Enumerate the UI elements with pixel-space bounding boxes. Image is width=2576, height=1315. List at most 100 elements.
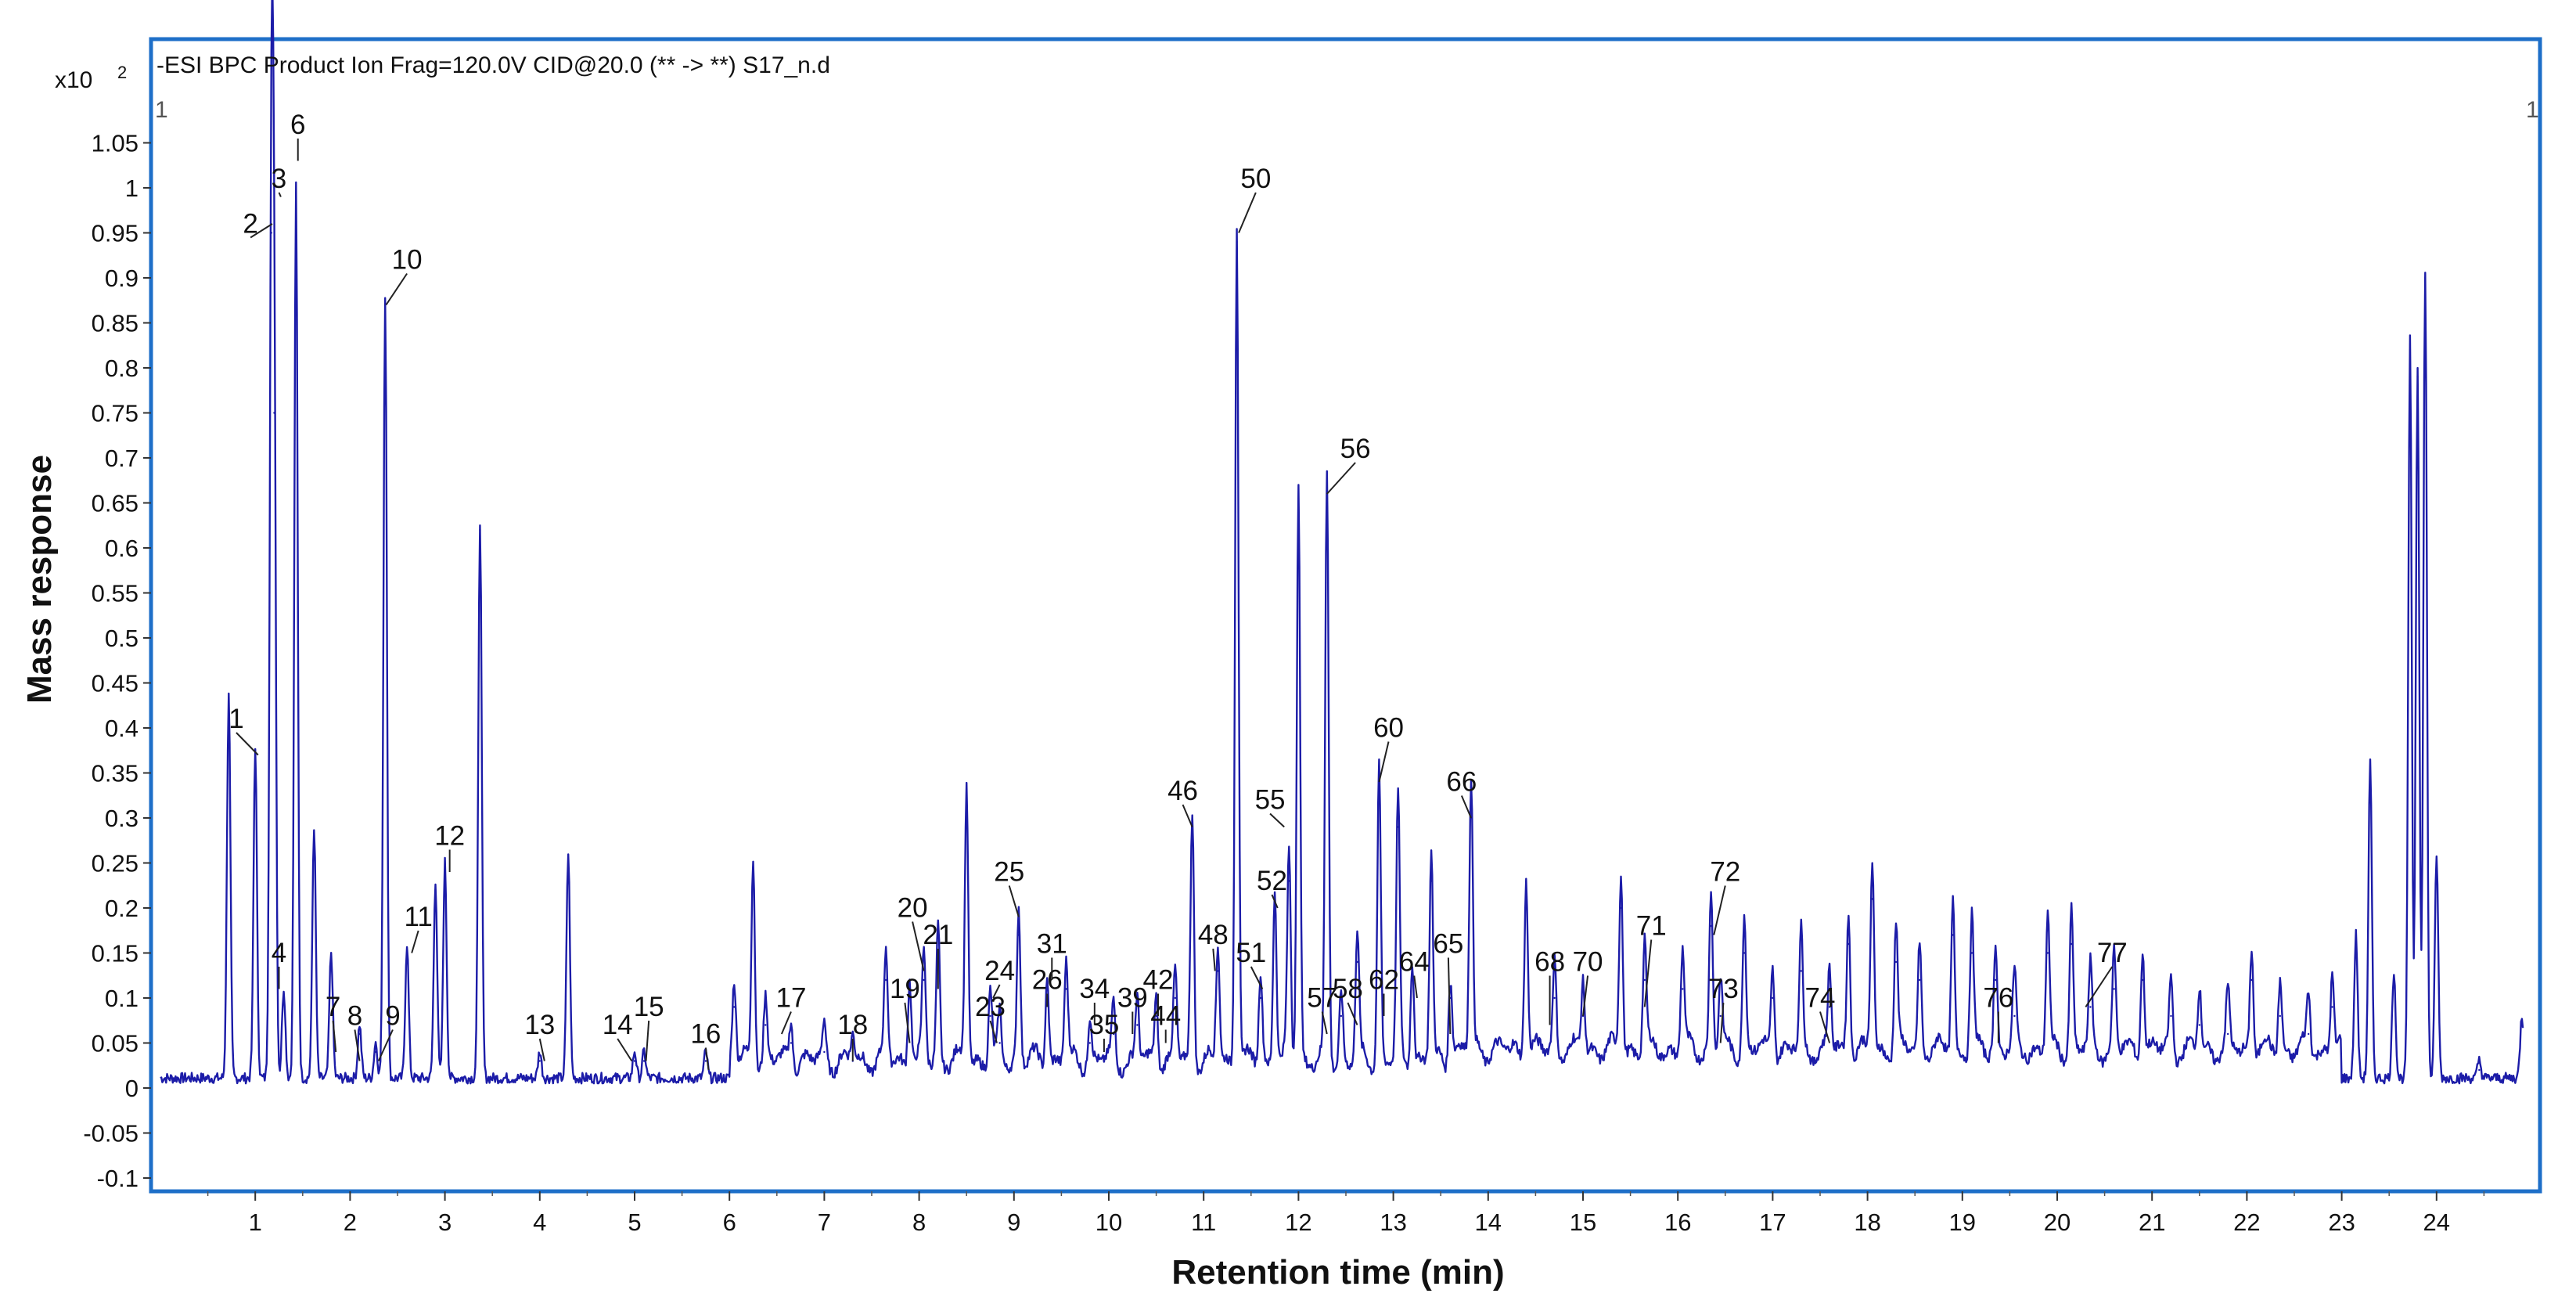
peak-leader-line: [704, 1047, 710, 1071]
peak-apex: [479, 528, 481, 531]
peak-apex: [1643, 978, 1646, 982]
y-tick-label: 0.1: [105, 985, 139, 1012]
peak-apex: [1871, 898, 1873, 900]
peak-apex: [1894, 960, 1898, 964]
peak-apex: [295, 196, 297, 198]
x-axis-label: Retention time (min): [1171, 1253, 1504, 1292]
x-tick-label: 5: [628, 1209, 641, 1236]
peak-leader-line: [1447, 957, 1452, 1035]
y-tick-label: 0.35: [92, 760, 139, 787]
y-tick-label: 1: [125, 175, 139, 202]
peak-apex: [1682, 988, 1684, 990]
peak-apex: [1397, 826, 1399, 828]
scale-factor-label: x10: [55, 67, 92, 93]
chromatogram-trace: [160, 0, 2524, 1085]
peak-label: 31: [1037, 929, 1067, 960]
peak-label: 39: [1117, 983, 1148, 1014]
peak-label: 18: [837, 1010, 868, 1040]
peak-apex: [2198, 1024, 2200, 1026]
peak-apex: [329, 960, 333, 964]
y-tick-label: 0.8: [105, 355, 139, 382]
x-tick-label: 4: [533, 1209, 546, 1236]
peak-apex: [282, 996, 285, 1000]
peak-leader-line: [992, 984, 1001, 999]
x-tick-label: 16: [1664, 1209, 1691, 1236]
y-tick-label: 0.9: [105, 265, 139, 292]
peak-label: 50: [1240, 164, 1271, 194]
peak-apex: [1259, 996, 1262, 1000]
peak-apex: [2331, 1006, 2333, 1008]
peak-leader-line: [1182, 804, 1193, 827]
peak-apex: [1326, 502, 1328, 504]
peak-label: 44: [1150, 1001, 1181, 1032]
peak-apex: [2393, 978, 2395, 982]
peak-apex: [1970, 952, 1973, 954]
peak-apex: [633, 1060, 636, 1062]
peak-apex: [313, 834, 315, 838]
peak-apex: [1828, 1006, 1831, 1008]
peak-apex: [444, 870, 446, 874]
peak-label: 55: [1255, 785, 1286, 816]
peak-leader-line: [354, 1029, 361, 1061]
peak-apex: [790, 1042, 793, 1044]
peak-label: 15: [634, 992, 664, 1022]
x-tick-label: 23: [2328, 1209, 2355, 1236]
peak-apex: [2170, 1014, 2172, 1018]
peak-apex: [2520, 1024, 2524, 1026]
peak-label: 46: [1167, 776, 1198, 806]
y-tick-label: 0.2: [105, 895, 139, 922]
peak-label: 62: [1369, 965, 1399, 996]
peak-apex: [1553, 996, 1556, 1000]
x-tick-label: 12: [1285, 1209, 1311, 1236]
peak-apex: [1288, 880, 1290, 882]
scale-factor-exponent: 2: [117, 63, 127, 82]
peak-leader-line: [2085, 966, 2114, 1008]
peak-apex: [1719, 1014, 1722, 1018]
peak-apex: [1273, 906, 1276, 910]
peak-label: 48: [1198, 920, 1229, 950]
peak-leader-line: [645, 1020, 650, 1061]
peak-apex: [2089, 1006, 2092, 1008]
peak-apex: [642, 1060, 646, 1062]
peak-apex: [1952, 934, 1954, 936]
y-tick-label: 0.45: [92, 670, 139, 697]
x-tick-label: 21: [2139, 1209, 2165, 1236]
peak-leader-line: [617, 1038, 633, 1062]
peak-apex: [1995, 978, 1997, 982]
peak-apex: [2141, 978, 2144, 982]
peak-label: 12: [434, 821, 465, 852]
peak-label: 10: [392, 245, 423, 276]
peak-apex: [273, 412, 275, 414]
peak-leader-line: [411, 930, 419, 953]
peak-apex: [1710, 924, 1712, 928]
x-tick-label: 19: [1949, 1209, 1976, 1236]
y-tick-label: 1.05: [92, 130, 139, 157]
peak-apex: [2070, 942, 2073, 946]
peak-label: 3: [272, 164, 286, 194]
peak-label: 13: [524, 1010, 555, 1040]
peak-apex: [1217, 970, 1219, 972]
peak-leader-line: [1269, 812, 1285, 828]
peak-apex: [228, 700, 230, 702]
peak-leader-line: [1271, 894, 1279, 909]
y-tick-label: 0.85: [92, 310, 139, 337]
peak-label: 66: [1446, 767, 1477, 798]
peak-apex: [1800, 970, 1802, 972]
peak-apex: [270, 232, 273, 234]
peak-label: 68: [1534, 947, 1565, 978]
peak-apex: [2416, 376, 2419, 378]
peak-leader-line: [278, 192, 282, 197]
x-tick-label: 10: [1096, 1209, 1122, 1236]
peak-apex: [567, 862, 570, 864]
peak-leader-line: [1238, 192, 1257, 233]
peak-apex: [1155, 1014, 1157, 1018]
peak-apex: [2307, 1032, 2310, 1036]
peak-label: 14: [603, 1010, 633, 1040]
peak-label: 9: [385, 1001, 400, 1032]
peak-label: 20: [898, 893, 928, 924]
peak-label: 26: [1032, 965, 1063, 996]
peak-label: 57: [1307, 983, 1337, 1014]
peak-apex: [1411, 978, 1414, 982]
y-tick-label: 0.75: [92, 400, 139, 427]
